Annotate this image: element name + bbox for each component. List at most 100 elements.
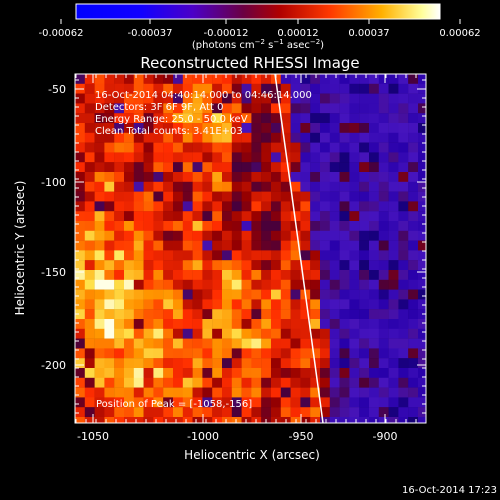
image-pixel (143, 358, 154, 369)
image-pixel (369, 348, 379, 359)
image-pixel (339, 279, 350, 290)
image-pixel (329, 181, 340, 192)
image-pixel (163, 397, 174, 408)
image-pixel (114, 319, 125, 329)
image-pixel (349, 191, 360, 202)
image-pixel (212, 230, 223, 241)
image-pixel (104, 387, 115, 398)
image-pixel (222, 368, 232, 378)
image-pixel (133, 309, 144, 320)
image-pixel (271, 377, 281, 388)
image-pixel (84, 289, 95, 300)
image-pixel (182, 377, 193, 388)
image-pixel (143, 132, 154, 143)
image-pixel (310, 103, 321, 114)
image-pixel (222, 152, 232, 163)
image-pixel (408, 328, 419, 339)
image-pixel (388, 250, 399, 261)
image-pixel (104, 309, 115, 320)
image-pixel (261, 299, 272, 310)
image-pixel (280, 338, 291, 349)
image-pixel (133, 221, 144, 231)
image-pixel (329, 83, 340, 94)
image-pixel (124, 348, 134, 359)
image-pixel (212, 338, 223, 349)
image-pixel (300, 279, 311, 290)
image-pixel (143, 250, 154, 261)
image-pixel (104, 103, 115, 114)
image-pixel (202, 319, 213, 329)
image-pixel (104, 201, 115, 212)
image-pixel (359, 142, 370, 153)
image-pixel (369, 191, 379, 202)
info-detectors: Detectors: 3F 6F 9F, Att 0 (95, 102, 223, 113)
image-pixel (124, 319, 134, 329)
image-pixel (104, 407, 115, 418)
image-pixel (408, 289, 419, 300)
image-pixel (173, 211, 183, 222)
image-pixel (241, 377, 252, 388)
image-pixel (143, 328, 154, 339)
image-pixel (75, 289, 85, 300)
image-pixel (349, 338, 360, 349)
image-pixel (261, 358, 272, 369)
image-pixel (133, 230, 144, 241)
image-pixel (173, 201, 183, 212)
image-pixel (231, 387, 242, 398)
image-pixel (418, 299, 426, 310)
image-pixel (153, 328, 164, 339)
image-pixel (173, 142, 183, 153)
image-pixel (143, 152, 154, 163)
image-pixel (280, 211, 291, 222)
image-pixel (290, 279, 301, 290)
image-pixel (349, 142, 360, 153)
image-pixel (192, 417, 203, 423)
image-pixel (133, 289, 144, 300)
image-pixel (310, 338, 321, 349)
image-pixel (231, 358, 242, 369)
image-pixel (153, 132, 164, 143)
image-pixel (222, 113, 232, 124)
image-pixel (173, 132, 183, 143)
image-pixel (329, 377, 340, 388)
image-pixel (261, 211, 272, 222)
image-pixel (153, 397, 164, 408)
image-pixel (398, 74, 409, 84)
image-pixel (280, 113, 291, 124)
image-pixel (261, 93, 272, 104)
image-pixel (212, 358, 223, 369)
image-pixel (339, 172, 350, 182)
image-pixel (133, 270, 144, 280)
image-pixel (408, 270, 419, 280)
image-pixel (329, 162, 340, 173)
image-pixel (329, 338, 340, 349)
image-pixel (75, 319, 85, 329)
image-pixel (212, 181, 223, 192)
image-pixel (133, 132, 144, 143)
image-pixel (222, 289, 232, 300)
image-pixel (124, 387, 134, 398)
image-pixel (84, 191, 95, 202)
image-pixel (163, 270, 174, 280)
image-pixel (388, 83, 399, 94)
image-pixel (133, 152, 144, 163)
image-pixel (280, 387, 291, 398)
image-pixel (84, 377, 95, 388)
image-pixel (359, 260, 370, 271)
image-pixel (369, 93, 379, 104)
image-pixel (398, 201, 409, 212)
image-pixel (398, 191, 409, 202)
image-pixel (359, 270, 370, 280)
image-pixel (261, 132, 272, 143)
image-pixel (251, 358, 262, 369)
image-pixel (261, 172, 272, 182)
image-pixel (94, 113, 105, 124)
image-pixel (75, 230, 85, 241)
image-pixel (418, 132, 426, 143)
image-pixel (251, 240, 262, 251)
image-pixel (280, 270, 291, 280)
image-pixel (222, 250, 232, 261)
image-pixel (192, 221, 203, 231)
image-pixel (339, 152, 350, 163)
image-pixel (418, 328, 426, 339)
